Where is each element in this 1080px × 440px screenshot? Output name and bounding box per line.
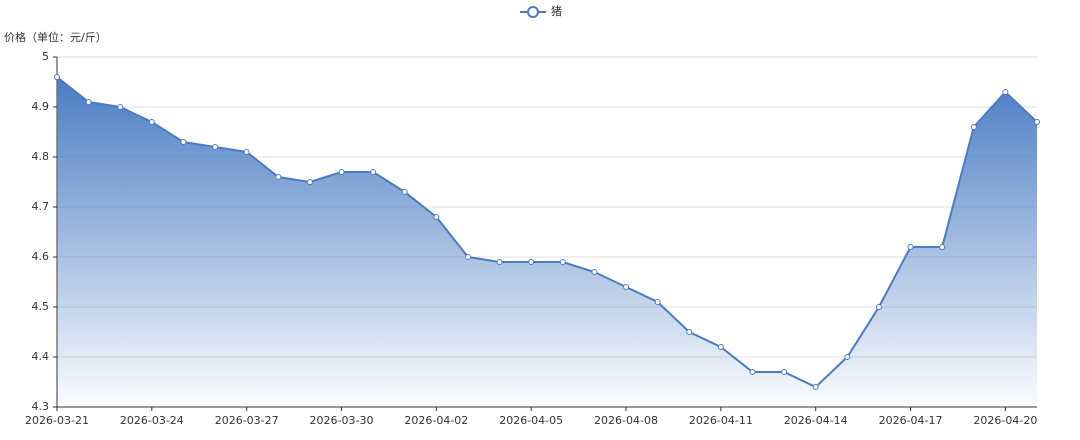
y-tick-label: 4.3 bbox=[32, 400, 50, 413]
y-tick-label: 4.5 bbox=[32, 300, 50, 313]
point bbox=[1002, 89, 1009, 95]
x-tick-label: 2026-03-30 bbox=[310, 414, 374, 427]
y-tick-label: 4.6 bbox=[32, 250, 50, 263]
point bbox=[243, 149, 250, 155]
x-tick-label: 2026-04-14 bbox=[784, 414, 848, 427]
point bbox=[654, 299, 661, 305]
legend-item[interactable]: 猪 bbox=[520, 5, 562, 18]
point bbox=[433, 214, 440, 220]
legend-label: 猪 bbox=[551, 5, 562, 18]
point bbox=[812, 384, 819, 390]
point bbox=[970, 124, 977, 130]
point bbox=[275, 174, 282, 180]
y-tick-label: 5 bbox=[42, 50, 49, 63]
y-tick-label: 4.4 bbox=[32, 350, 50, 363]
x-tick-label: 2026-04-20 bbox=[973, 414, 1037, 427]
point bbox=[1034, 119, 1040, 125]
point bbox=[338, 169, 345, 175]
point bbox=[781, 369, 788, 375]
point bbox=[496, 259, 503, 265]
point bbox=[717, 344, 724, 350]
point bbox=[939, 244, 946, 250]
point bbox=[370, 169, 377, 175]
x-tick-label: 2026-04-02 bbox=[404, 414, 468, 427]
point bbox=[591, 269, 598, 275]
point bbox=[401, 189, 408, 195]
x-tick-label: 2026-04-11 bbox=[689, 414, 753, 427]
legend-symbol bbox=[527, 6, 539, 18]
y-axis-name: 价格（单位：元/斤） bbox=[4, 30, 107, 44]
point bbox=[464, 254, 471, 260]
point bbox=[117, 104, 124, 110]
point bbox=[844, 354, 851, 360]
point bbox=[306, 179, 313, 185]
y-tick-label: 4.8 bbox=[32, 150, 50, 163]
point bbox=[54, 74, 60, 80]
point bbox=[180, 139, 187, 145]
point bbox=[749, 369, 756, 375]
x-tick-label: 2026-03-27 bbox=[215, 414, 279, 427]
point bbox=[559, 259, 566, 265]
point bbox=[686, 329, 693, 335]
x-tick-label: 2026-03-21 bbox=[25, 414, 89, 427]
point bbox=[528, 259, 535, 265]
point bbox=[907, 244, 914, 250]
point bbox=[148, 119, 155, 125]
y-tick-label: 4.9 bbox=[32, 100, 50, 113]
point bbox=[623, 284, 630, 290]
y-tick-label: 4.7 bbox=[32, 200, 50, 213]
point bbox=[85, 99, 92, 105]
x-tick-label: 2026-04-05 bbox=[499, 414, 563, 427]
area bbox=[57, 77, 1037, 407]
x-tick-label: 2026-04-08 bbox=[594, 414, 658, 427]
point bbox=[875, 304, 882, 310]
line bbox=[56, 76, 1038, 389]
x-tick-label: 2026-03-24 bbox=[120, 414, 184, 427]
x-tick-label: 2026-04-17 bbox=[879, 414, 943, 427]
point bbox=[212, 144, 219, 150]
